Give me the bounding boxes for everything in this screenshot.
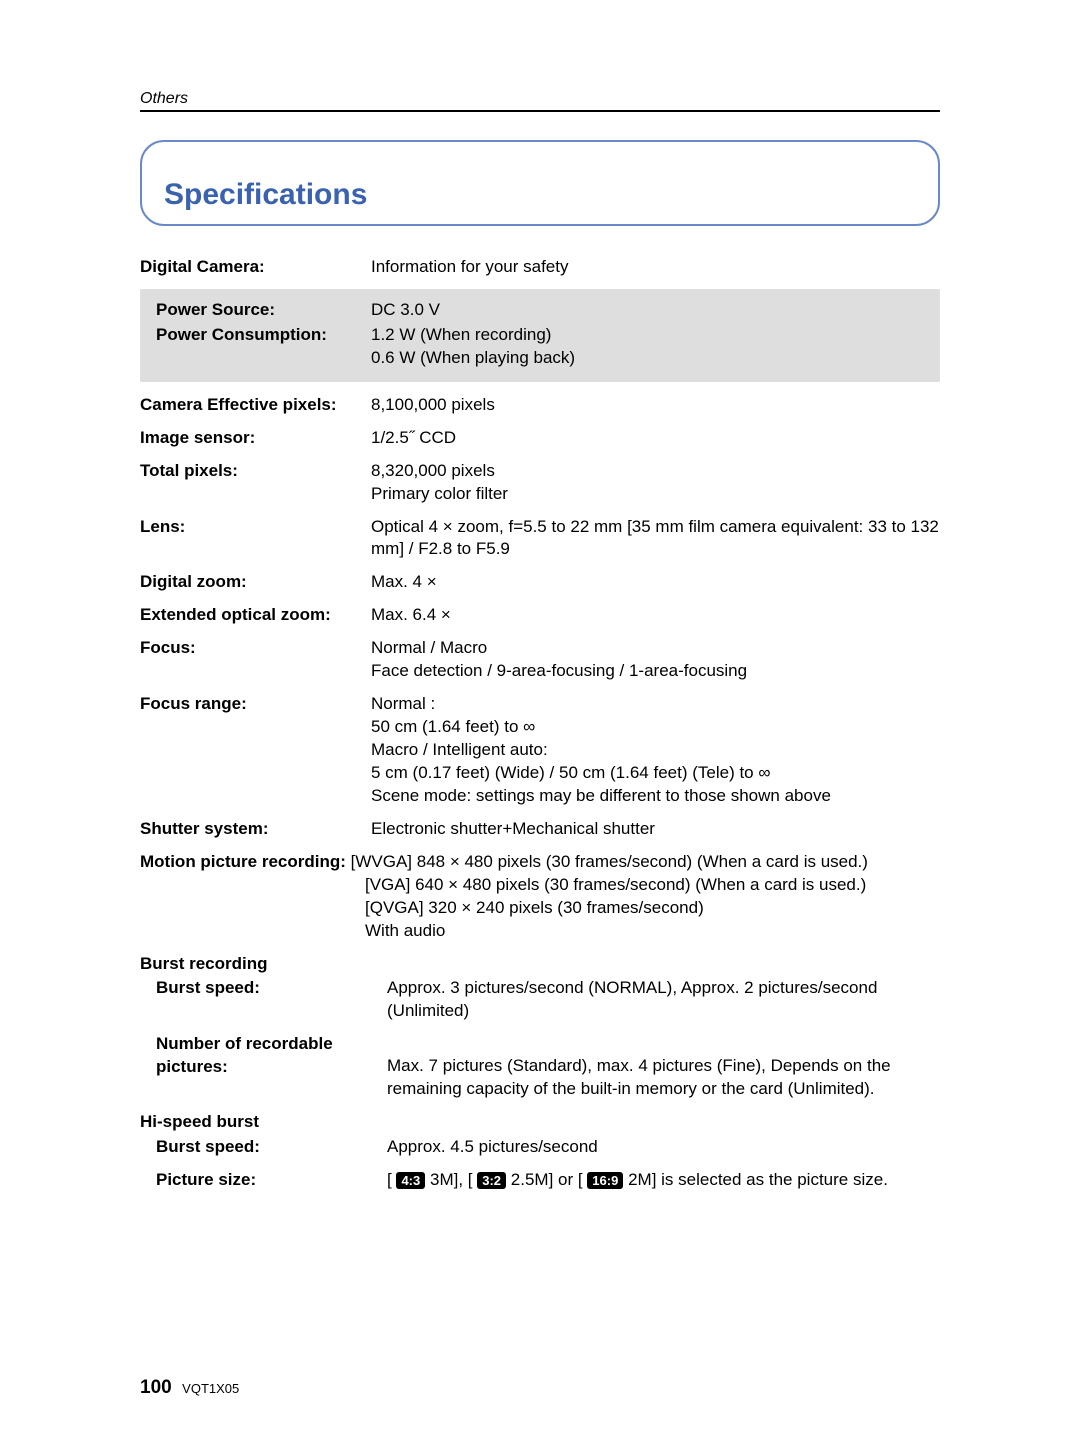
page-number: 100: [140, 1377, 172, 1398]
spec-value-line: 5 cm (0.17 feet) (Wide) / 50 cm (1.64 fe…: [371, 763, 770, 782]
spec-value-line: 50 cm (1.64 feet) to ∞: [371, 717, 535, 736]
aspect-badge-43: 4:3: [396, 1172, 425, 1190]
spec-label: Picture size:: [140, 1169, 387, 1192]
spec-row-focus-range: Focus range: Normal : 50 cm (1.64 feet) …: [140, 693, 940, 808]
spec-label: Digital Camera:: [140, 256, 371, 279]
spec-row-extended-zoom: Extended optical zoom: Max. 6.4 ×: [140, 604, 940, 627]
spec-value-line: Macro / Intelligent auto:: [371, 740, 548, 759]
spec-label: Burst speed:: [140, 1136, 387, 1159]
spec-value: Normal / Macro Face detection / 9-area-f…: [371, 637, 940, 683]
spec-value: Motion picture recording: [WVGA] 848 × 4…: [140, 851, 940, 943]
spec-label: Power Consumption:: [156, 324, 371, 347]
spec-label: Burst speed:: [140, 977, 387, 1000]
size-tail: is selected as the picture size.: [661, 1170, 888, 1189]
spec-value: Electronic shutter+Mechanical shutter: [371, 818, 940, 841]
spec-value: Information for your safety: [371, 256, 940, 279]
spec-value-line: Scene mode: settings may be different to…: [371, 786, 831, 805]
aspect-badge-169: 16:9: [587, 1172, 623, 1190]
spec-label: Focus range:: [140, 693, 371, 716]
page: Others Specifications Digital Camera: In…: [0, 0, 1080, 1449]
spec-label: Image sensor:: [140, 427, 371, 450]
aspect-badge-32: 3:2: [477, 1172, 506, 1190]
spec-label-inline: Motion picture recording:: [140, 852, 346, 871]
spec-row-total-pixels: Total pixels: 8,320,000 pixels Primary c…: [140, 460, 940, 506]
spec-row-lens: Lens: Optical 4 × zoom, f=5.5 to 22 mm […: [140, 516, 940, 562]
page-title: Specifications: [164, 178, 916, 212]
spec-row-hispeed-speed: Burst speed: Approx. 4.5 pictures/second: [140, 1136, 940, 1159]
spec-label: Shutter system:: [140, 818, 371, 841]
spec-label-line: pictures:: [156, 1057, 228, 1076]
spec-row-digital-zoom: Digital zoom: Max. 4 ×: [140, 571, 940, 594]
size-text: 3M: [430, 1170, 454, 1189]
spec-row-power-consumption: Power Consumption: 1.2 W (When recording…: [156, 324, 940, 370]
spec-row-power-source: Power Source: DC 3.0 V: [156, 299, 940, 322]
spec-row-picture-size: Picture size: [ 4:3 3M], [ 3:2 2.5M] or …: [140, 1169, 940, 1192]
spec-label: Burst recording: [140, 953, 371, 976]
spec-value: 8,320,000 pixels Primary color filter: [371, 460, 940, 506]
spec-row-recordable: Number of recordable pictures: Max. 7 pi…: [140, 1033, 940, 1101]
spec-value: [ 4:3 3M], [ 3:2 2.5M] or [ 16:9 2M] is …: [387, 1169, 940, 1192]
spec-label: Number of recordable pictures:: [140, 1033, 387, 1079]
spec-value-line: 8,320,000 pixels: [371, 461, 495, 480]
spec-value-line: Normal / Macro: [371, 638, 487, 657]
spec-row-focus: Focus: Normal / Macro Face detection / 9…: [140, 637, 940, 683]
spec-row-burst-speed: Burst speed: Approx. 3 pictures/second (…: [140, 977, 940, 1023]
spec-value-line: Primary color filter: [371, 484, 508, 503]
section-label: Others: [140, 90, 940, 108]
spec-value: Approx. 4.5 pictures/second: [387, 1136, 940, 1159]
spec-label-line: Number of recordable: [156, 1034, 333, 1053]
spec-row-hispeed-heading: Hi-speed burst: [140, 1111, 940, 1134]
spec-row-effective-pixels: Camera Effective pixels: 8,100,000 pixel…: [140, 394, 940, 417]
spec-value: Max. 4 ×: [371, 571, 940, 594]
spec-value: Max. 6.4 ×: [371, 604, 940, 627]
spec-row-burst-heading: Burst recording: [140, 953, 940, 976]
title-box: Specifications: [140, 140, 940, 226]
spec-value-line: [WVGA] 848 × 480 pixels (30 frames/secon…: [351, 852, 868, 871]
page-footer: 100 VQT1X05: [140, 1377, 239, 1399]
spec-value-line: With audio: [365, 921, 445, 940]
spec-label: Camera Effective pixels:: [140, 394, 371, 417]
spec-value-line: Normal :: [371, 694, 435, 713]
spec-value: Approx. 3 pictures/second (NORMAL), Appr…: [387, 977, 940, 1023]
spec-value-line: 0.6 W (When playing back): [371, 348, 575, 367]
spec-value: Normal : 50 cm (1.64 feet) to ∞ Macro / …: [371, 693, 940, 808]
spec-row-motion: Motion picture recording: [WVGA] 848 × 4…: [140, 851, 940, 943]
spec-label: Lens:: [140, 516, 371, 539]
size-text: 2.5M: [511, 1170, 549, 1189]
spec-label: Digital zoom:: [140, 571, 371, 594]
spec-value: 1/2.5˝ CCD: [371, 427, 940, 450]
spec-value: DC 3.0 V: [371, 299, 940, 322]
spec-label: Focus:: [140, 637, 371, 660]
size-text: 2M: [628, 1170, 652, 1189]
spec-value-line: [QVGA] 320 × 240 pixels (30 frames/secon…: [365, 898, 704, 917]
spec-value: Optical 4 × zoom, f=5.5 to 22 mm [35 mm …: [371, 516, 940, 562]
spec-value: Max. 7 pictures (Standard), max. 4 pictu…: [387, 1033, 940, 1101]
spec-row-digital-camera: Digital Camera: Information for your saf…: [140, 256, 940, 279]
spec-value-line: [VGA] 640 × 480 pixels (30 frames/second…: [365, 875, 866, 894]
spec-label: Total pixels:: [140, 460, 371, 483]
section-rule: [140, 110, 940, 112]
spec-label: Hi-speed burst: [140, 1111, 371, 1134]
shaded-power-box: Power Source: DC 3.0 V Power Consumption…: [140, 289, 940, 382]
spec-value: 1.2 W (When recording) 0.6 W (When playi…: [371, 324, 940, 370]
spec-value-line: 1.2 W (When recording): [371, 325, 551, 344]
spec-row-image-sensor: Image sensor: 1/2.5˝ CCD: [140, 427, 940, 450]
spec-value-line: Face detection / 9-area-focusing / 1-are…: [371, 661, 747, 680]
doc-id: VQT1X05: [182, 1381, 239, 1396]
spec-row-shutter: Shutter system: Electronic shutter+Mecha…: [140, 818, 940, 841]
spec-label: Extended optical zoom:: [140, 604, 371, 627]
spec-value: 8,100,000 pixels: [371, 394, 940, 417]
spec-label: Power Source:: [156, 299, 371, 322]
